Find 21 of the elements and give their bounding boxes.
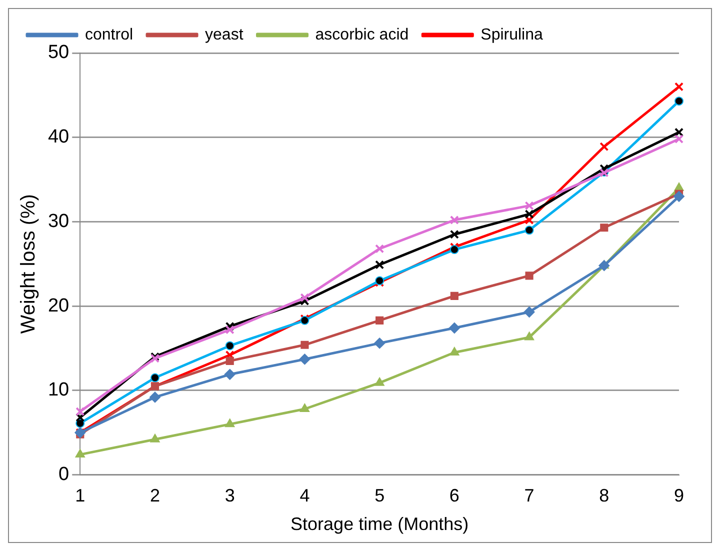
y-tick-label: 40 [48, 126, 70, 148]
x-tick-label: 5 [374, 486, 385, 506]
x-tick-label: 8 [599, 486, 610, 506]
y-tick-label: 0 [58, 464, 70, 486]
x-axis-title: Storage time (Months) [290, 514, 469, 534]
y-tick-label: 50 [48, 42, 70, 64]
y-tick-label: 30 [48, 210, 70, 232]
x-tick-label: 6 [449, 486, 460, 506]
legend-label: ascorbic acid [315, 26, 409, 44]
x-tick-label: 2 [150, 486, 160, 506]
x-tick-label: 9 [674, 486, 684, 506]
y-tick-label: 20 [48, 295, 70, 316]
x-tick-label: 4 [300, 486, 310, 506]
legend-label: control [85, 26, 134, 44]
y-axis-title: Weight loss (%) [18, 194, 40, 334]
legend-label: yeast [205, 26, 244, 44]
x-tick-label: 1 [75, 486, 86, 506]
y-tick-label: 10 [48, 380, 70, 401]
x-tick-label: 3 [224, 486, 235, 506]
x-tick-label: 7 [524, 486, 534, 506]
legend-label: Spirulina [480, 26, 543, 44]
